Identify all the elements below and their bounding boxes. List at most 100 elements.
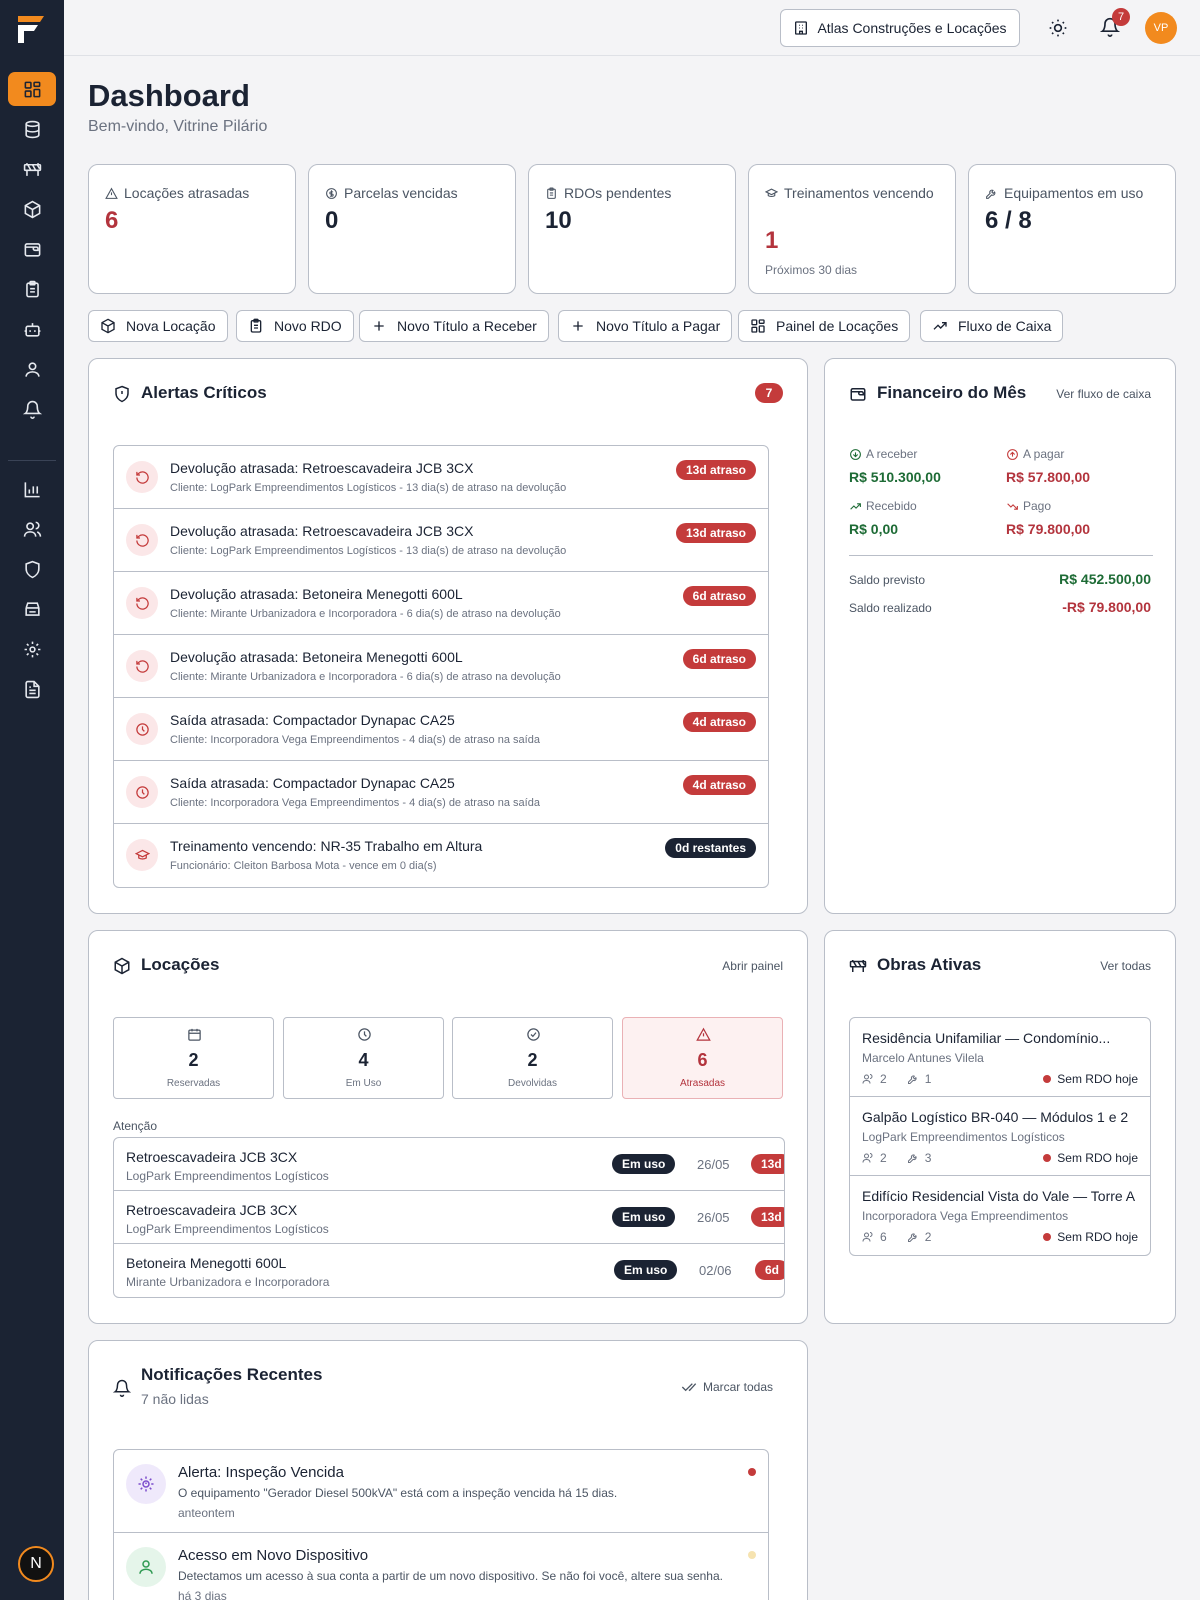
alert-badge: 13d atraso (675, 460, 756, 480)
a-pagar-value: R$ 57.800,00 (1006, 469, 1091, 485)
people-icon (862, 1232, 873, 1242)
arrow-down-circle-icon (850, 448, 861, 460)
quick-action-button[interactable]: Nova Locação (88, 310, 228, 342)
sidebar-item-bell[interactable] (8, 392, 56, 426)
company-selector-button[interactable]: Atlas Construções e Locações (780, 9, 1020, 47)
framework-badge[interactable]: N (18, 1546, 54, 1582)
quick-action-button[interactable]: Painel de Locações (738, 310, 911, 342)
stat-hint: Próximos 30 dias (765, 263, 858, 277)
database-icon (24, 120, 40, 138)
notification-title: Acesso em Novo Dispositivo (178, 1547, 369, 1564)
works-list: Residência Unifamiliar — Condomínio... Ma… (849, 1017, 1151, 1256)
sidebar-item-shield[interactable] (8, 552, 56, 586)
attention-title: Retroescavadeira JCB 3CX (126, 1202, 298, 1218)
alert-item[interactable]: Devolução atrasada: Betoneira Menegotti … (114, 572, 768, 635)
attention-item[interactable]: Betoneira Menegotti 600L Mirante Urbaniza… (114, 1244, 784, 1297)
stat-label: Locações atrasadas (105, 183, 285, 203)
logo-icon[interactable] (14, 12, 50, 46)
box-icon (24, 200, 40, 218)
stat-card[interactable]: Equipamentos em uso 6 / 8 (968, 164, 1176, 294)
attention-status-badge: Em uso (612, 1154, 676, 1174)
quick-action-button[interactable]: Novo Título a Pagar (558, 310, 733, 342)
alert-subtitle: Cliente: LogPark Empreendimentos Logísti… (170, 482, 567, 494)
dashboard-icon (24, 81, 40, 97)
mark-all-button[interactable]: Marcar todas (681, 1379, 773, 1395)
work-item[interactable]: Galpão Logístico BR-040 — Módulos 1 e 2 L… (850, 1097, 1150, 1176)
work-title: Galpão Logístico BR-040 — Módulos 1 e 2 (862, 1109, 1129, 1125)
sidebar-item-file-text[interactable] (8, 672, 56, 706)
work-item[interactable]: Edifício Residencial Vista do Vale — Tor… (850, 1176, 1150, 1255)
alert-item[interactable]: Devolução atrasada: Retroescavadeira JCB… (114, 446, 768, 509)
rental-status-box[interactable]: 2 Devolvidas (452, 1017, 613, 1099)
alert-item[interactable]: Devolução atrasada: Betoneira Menegotti … (114, 635, 768, 698)
rotate-ccw-icon (135, 596, 149, 610)
barrier-icon (23, 162, 41, 176)
stat-card[interactable]: Locações atrasadas 6 (88, 164, 296, 294)
sidebar-item-archive[interactable] (8, 592, 56, 626)
status-dot (1043, 1233, 1052, 1241)
a-pagar-label: A pagar (1006, 447, 1064, 461)
alert-item[interactable]: Treinamento vencendo: NR-35 Trabalho em … (114, 824, 768, 887)
rental-status-box[interactable]: 6 Atrasadas (622, 1017, 783, 1099)
see-all-link[interactable]: Ver todas (1100, 959, 1151, 973)
stat-card[interactable]: Treinamentos vencendo 1 Próximos 30 dias (748, 164, 956, 294)
sidebar-item-gear[interactable] (8, 632, 56, 666)
stat-card[interactable]: Parcelas vencidas 0 (308, 164, 516, 294)
notification-item[interactable]: Acesso em Novo Dispositivo Detectamos um … (114, 1533, 768, 1600)
alert-item[interactable]: Saída atrasada: Compactador Dynapac CA25… (114, 698, 768, 761)
sidebar-item-barrier[interactable] (8, 152, 56, 186)
rental-status-label: Reservadas (166, 1078, 221, 1089)
clock-icon (358, 1028, 371, 1041)
sidebar-item-bot[interactable] (8, 312, 56, 346)
clock-icon (135, 785, 149, 799)
bell-icon[interactable] (1100, 17, 1120, 37)
attention-date: 02/06 (699, 1263, 732, 1278)
finance-title: Financeiro do Mês (877, 383, 1027, 402)
rentals-title: Locações (141, 955, 220, 974)
alert-subtitle: Cliente: Mirante Urbanizadora e Incorpor… (170, 671, 561, 683)
a-receber-value: R$ 510.300,00 (849, 469, 941, 485)
attention-item[interactable]: Retroescavadeira JCB 3CX LogPark Empreend… (114, 1191, 784, 1244)
open-panel-link[interactable]: Abrir painel (722, 959, 783, 973)
work-item[interactable]: Residência Unifamiliar — Condomínio... Ma… (850, 1018, 1150, 1097)
check-check-icon (681, 1383, 697, 1392)
sidebar-item-users[interactable] (8, 512, 56, 546)
sun-icon[interactable] (1048, 18, 1068, 38)
sidebar-item-database[interactable] (8, 112, 56, 146)
sidebar-item-bar-chart[interactable] (8, 472, 56, 506)
sidebar-item-dashboard[interactable] (8, 72, 56, 106)
notification-title: Alerta: Inspeção Vencida (178, 1464, 344, 1481)
alert-title: Saída atrasada: Compactador Dynapac CA25 (170, 775, 455, 791)
notification-item[interactable]: Alerta: Inspeção Vencida O equipamento "G… (114, 1450, 768, 1533)
sidebar-item-clipboard[interactable] (8, 272, 56, 306)
rental-status-label: Atrasadas (679, 1078, 726, 1089)
rental-status-label: Devolvidas (508, 1078, 557, 1089)
attention-item[interactable]: Retroescavadeira JCB 3CX LogPark Empreend… (114, 1138, 784, 1191)
bell-icon (22, 400, 42, 419)
quick-action-button[interactable]: Fluxo de Caixa (920, 310, 1064, 342)
sidebar-item-wallet[interactable] (8, 232, 56, 266)
cash-flow-link[interactable]: Ver fluxo de caixa (1056, 387, 1151, 401)
quick-action-button[interactable]: Novo RDO (236, 310, 354, 342)
dollar-circle-icon (326, 188, 337, 199)
box-icon (114, 957, 130, 975)
alert-item[interactable]: Devolução atrasada: Retroescavadeira JCB… (114, 509, 768, 572)
people-icon (862, 1074, 873, 1084)
wrench-icon (986, 189, 996, 199)
quick-action-button[interactable]: Novo Título a Receber (359, 310, 549, 342)
sidebar-item-box[interactable] (8, 192, 56, 226)
stat-value: 6 / 8 (985, 207, 1032, 234)
alert-item[interactable]: Saída atrasada: Compactador Dynapac CA25… (114, 761, 768, 824)
trending-down-icon (1007, 502, 1018, 510)
gear-alert-icon (138, 1476, 154, 1492)
rental-status-box[interactable]: 4 Em Uso (283, 1017, 444, 1099)
sidebar-item-user[interactable] (8, 352, 56, 386)
stat-card[interactable]: RDOs pendentes 10 (528, 164, 736, 294)
user-avatar[interactable]: VP (1145, 12, 1177, 44)
status-dot (1043, 1075, 1052, 1083)
critical-alerts-count: 7 (755, 383, 783, 403)
rental-status-box[interactable]: 2 Reservadas (113, 1017, 274, 1099)
alerts-list: Devolução atrasada: Retroescavadeira JCB… (113, 445, 769, 888)
alert-subtitle: Cliente: LogPark Empreendimentos Logísti… (170, 545, 567, 557)
